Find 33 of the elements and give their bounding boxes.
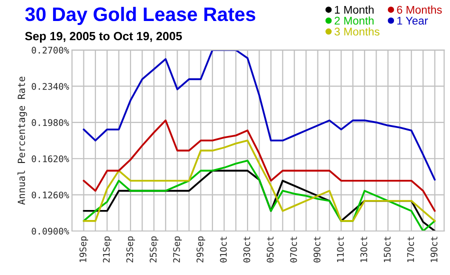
legend-label: 3 Months — [334, 27, 380, 36]
x-tick-label: 21Sep — [102, 236, 112, 262]
x-tick-label: 17Oct — [407, 236, 414, 262]
legend-label: 6 Months — [397, 6, 442, 14]
y-tick-label: 0.2340% — [32, 82, 70, 90]
x-tick-label: 29Sep — [196, 236, 206, 262]
x-tick-label: 19Sep — [80, 236, 88, 262]
x-tick-label: 11Oct — [336, 236, 344, 262]
x-tick-label: 19Oct — [430, 236, 438, 262]
x-tick-label: 27Sep — [173, 236, 182, 262]
x-tick-label: 13Oct — [360, 236, 368, 262]
x-tick-label: 25Sep — [150, 236, 158, 262]
chart-subtitle: Sep 19, 2005 to Oct 19, 2005 — [25, 32, 182, 43]
x-tick-label: 15Oct — [384, 236, 391, 262]
line-series — [82, 50, 436, 181]
legend-label: 2 Month — [334, 16, 374, 25]
y-axis-title: Annual Percentage Rate — [17, 76, 28, 205]
x-tick-label: 05Oct — [266, 236, 274, 262]
line-series — [82, 140, 436, 222]
y-tick-label: 0.1260% — [32, 192, 70, 198]
y-tick-label: 0.1980% — [32, 119, 70, 126]
x-tick-label: 09Oct — [314, 236, 320, 262]
x-tick-label: 23Sep — [126, 236, 135, 262]
x-tick-label: 01Oct — [220, 236, 227, 262]
chart-title: 30 Day Gold Lease Rates — [25, 6, 256, 25]
y-tick-label: 0.1620% — [32, 155, 70, 162]
x-tick-label: 03Oct — [243, 236, 250, 262]
x-tick-label: 07Oct — [290, 236, 297, 262]
legend-label: 1 Month — [334, 6, 374, 14]
line-series — [82, 120, 436, 212]
legend-label: 1 Year — [397, 16, 428, 25]
y-tick-label: 0.2700% — [32, 46, 70, 54]
y-tick-label: 0.0900% — [32, 228, 70, 235]
